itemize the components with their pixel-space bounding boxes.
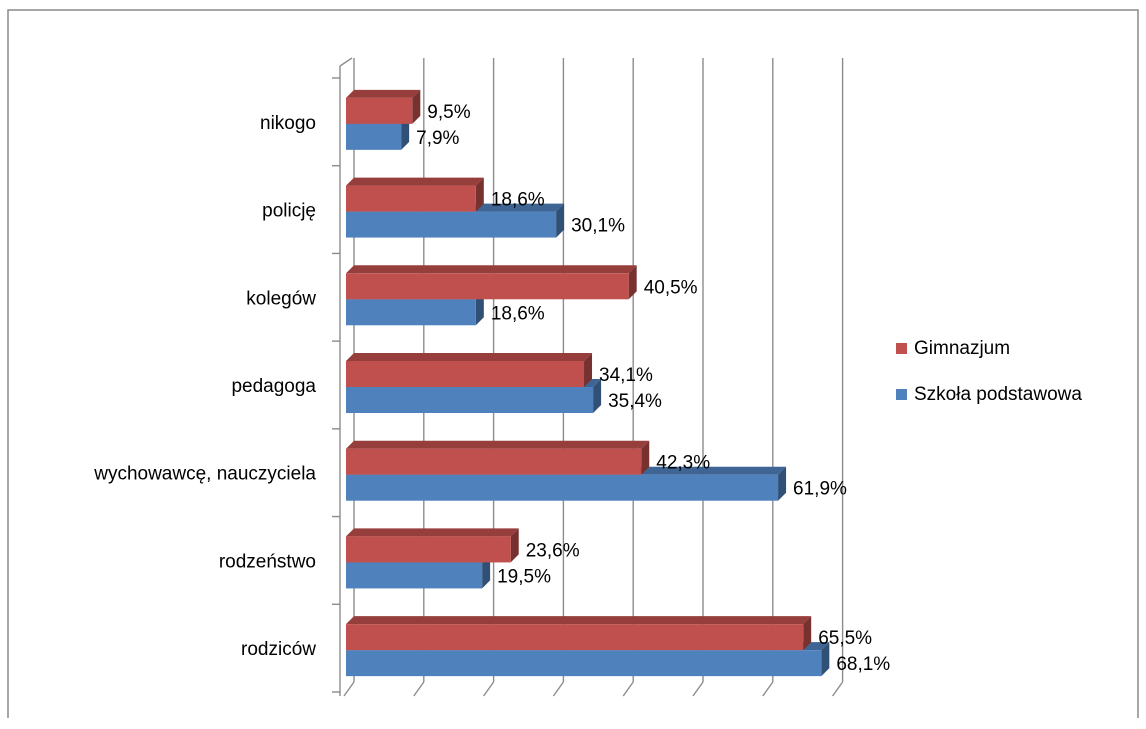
category-label: nikogo (260, 113, 316, 134)
bar-front-face (346, 474, 779, 501)
data-label: 65,5% (818, 628, 872, 649)
category-label: policję (262, 201, 316, 222)
bar-end-face (482, 554, 491, 589)
plot-area: 7,9% 9,5% nikogo 30,1% 18,6% policję 18,6% 40,5… (93, 57, 890, 697)
bar-front-face (346, 185, 476, 212)
bar-end-face (821, 642, 830, 677)
floor-tick (343, 681, 355, 697)
data-label: 18,6% (491, 190, 545, 211)
bar-top-face (346, 440, 650, 449)
floor-tick (622, 681, 634, 697)
bar-end-face (628, 265, 637, 300)
bar-gimnazjum (346, 528, 519, 563)
bar-end-face (475, 291, 484, 326)
bar-top-face (346, 353, 593, 361)
bar-front-face (346, 448, 642, 475)
bar-end-face (584, 353, 593, 387)
bar-end-face (510, 528, 519, 563)
floor-tick (832, 681, 844, 697)
category-label: kolegów (246, 288, 316, 309)
data-label: 23,6% (526, 540, 580, 561)
legend-swatch (896, 389, 907, 400)
bar-front-face (346, 97, 413, 124)
chart-border (7, 9, 1139, 718)
legend-label: Szkoła podstawowa (914, 384, 1082, 405)
bar-end-face (412, 89, 421, 124)
bar-end-face (401, 115, 410, 150)
data-label: 34,1% (599, 365, 653, 386)
bar-gimnazjum (346, 616, 812, 651)
bar-front-face (346, 299, 476, 326)
bar-end-face (641, 440, 650, 475)
bar-front-face (346, 211, 557, 238)
category-label: rodzeństwo (219, 551, 316, 572)
bar-front-face (346, 562, 483, 589)
bar-top-face (346, 528, 519, 537)
legend: Gimnazjum Szkoła podstawowa (896, 338, 1082, 405)
legend-item: Szkoła podstawowa (896, 384, 1082, 405)
bar-end-face (475, 177, 484, 212)
data-label: 40,5% (644, 277, 698, 298)
bar-gimnazjum (346, 177, 484, 212)
bar-front-face (346, 624, 804, 651)
bar-gimnazjum (346, 265, 637, 300)
bar-top-face (346, 265, 637, 274)
category-label: rodziców (241, 639, 316, 660)
data-label: 68,1% (836, 654, 890, 675)
category-label: pedagoga (231, 376, 316, 397)
legend-label: Gimnazjum (914, 338, 1010, 359)
bar-front-face (346, 387, 594, 413)
bar-end-face (556, 203, 565, 238)
bar-end-face (593, 379, 602, 413)
legend-swatch (896, 343, 907, 354)
bar-gimnazjum (346, 89, 421, 124)
bar-front-face (346, 650, 822, 677)
category-label: wychowawcę, nauczyciela (93, 464, 316, 485)
floor-tick (483, 681, 495, 697)
bar-end-face (803, 616, 812, 651)
bar-gimnazjum (346, 353, 593, 387)
bar-gimnazjum (346, 440, 650, 475)
data-label: 35,4% (608, 391, 662, 412)
bar-top-face (346, 89, 421, 98)
bar-front-face (346, 536, 511, 563)
bar-top-face (346, 616, 812, 625)
floor-tick (552, 681, 564, 697)
data-label: 7,9% (416, 128, 459, 149)
data-label: 19,5% (497, 566, 551, 587)
data-label: 18,6% (491, 303, 545, 324)
data-label: 9,5% (427, 102, 470, 123)
legend-item: Gimnazjum (896, 338, 1010, 359)
bar-front-face (346, 361, 585, 387)
data-label: 42,3% (656, 453, 710, 474)
data-label: 30,1% (571, 216, 625, 237)
floor-tick (692, 681, 704, 697)
data-label: 61,9% (793, 479, 847, 500)
bar-end-face (778, 466, 787, 501)
bar-top-face (346, 177, 484, 186)
floor-tick (413, 681, 425, 697)
bar-front-face (346, 273, 629, 300)
floor-tick (762, 681, 774, 697)
bar-front-face (346, 123, 402, 150)
wall-edge (339, 57, 353, 67)
